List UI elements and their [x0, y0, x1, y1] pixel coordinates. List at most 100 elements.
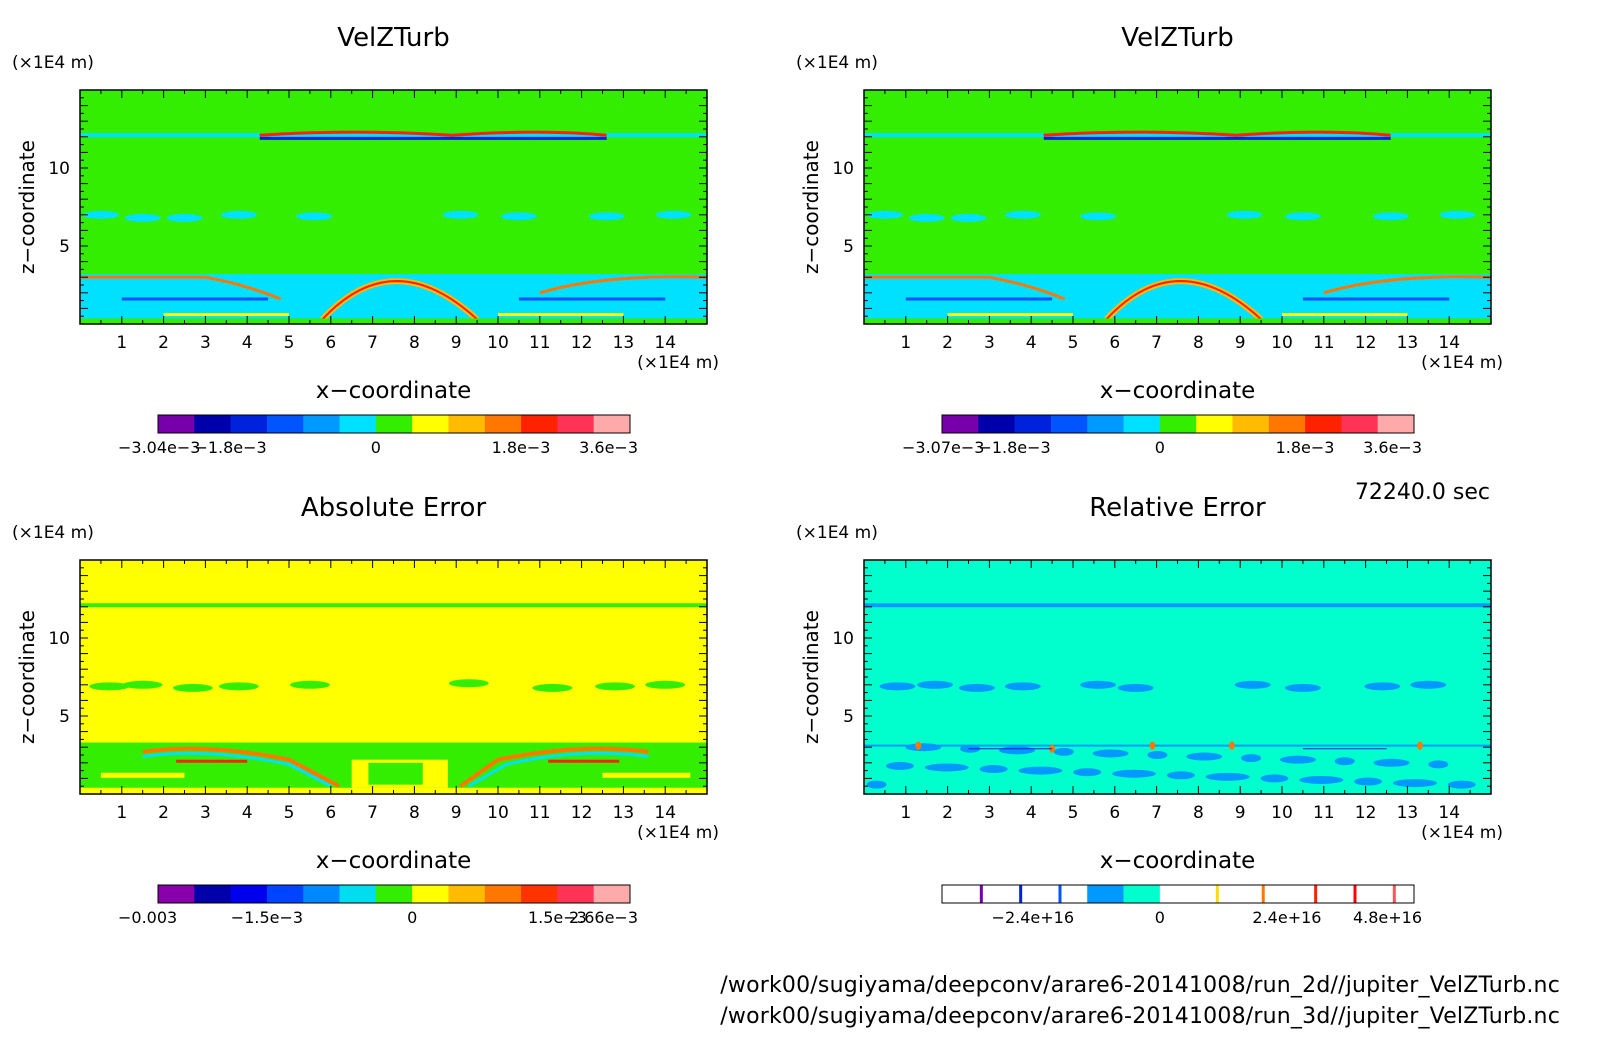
time-label: 72240.0 sec — [1354, 480, 1490, 505]
colorbar-swatch — [1341, 415, 1379, 433]
colorbar-label: 1.8e−3 — [492, 438, 551, 457]
x-tick-label: 1 — [900, 333, 911, 353]
colorbar-swatch — [484, 415, 522, 433]
x-tick-label: 3 — [984, 803, 995, 823]
x-tick-label: 1 — [900, 803, 911, 823]
colorbar-label: −3.04e−3 — [118, 438, 200, 457]
colorbar-swatch — [158, 885, 195, 903]
colorbar-swatch — [1087, 885, 1125, 903]
x-tick-label: 1 — [116, 803, 127, 823]
x-tick-label: 5 — [1068, 803, 1079, 823]
colorbar-swatch — [339, 885, 377, 903]
colorbar-swatch — [266, 415, 304, 433]
y-tick-label: 10 — [832, 159, 854, 179]
colorbar — [941, 414, 1415, 434]
x-tick-label: 6 — [1109, 803, 1120, 823]
colorbar-label: −1.8e−3 — [194, 438, 266, 457]
x-tick-label: 7 — [1151, 803, 1162, 823]
x-tick-label: 7 — [367, 803, 378, 823]
x-tick-label: 11 — [529, 333, 551, 353]
colorbar-label: 0 — [371, 438, 381, 457]
y-axis-label: z−coordinate — [799, 140, 823, 274]
x-tick-label: 13 — [1397, 333, 1419, 353]
colorbar-swatch — [1232, 415, 1270, 433]
x-tick-label: 13 — [1397, 803, 1419, 823]
colorbar-swatch — [1305, 415, 1342, 433]
colorbar-swatch — [375, 415, 413, 433]
x-tick-label: 10 — [487, 803, 509, 823]
y-tick-label: 5 — [59, 707, 70, 727]
colorbar-swatch — [1014, 415, 1052, 433]
x-tick-label: 11 — [529, 803, 551, 823]
panel-3 — [79, 559, 708, 795]
y-axis-label: z−coordinate — [799, 610, 823, 744]
colorbar-swatch — [942, 885, 979, 903]
colorbar-label: −1.5e−3 — [231, 908, 303, 927]
colorbar-label: 4.8e+16 — [1353, 908, 1422, 927]
x-axis-label: x−coordinate — [316, 848, 472, 874]
x-tick-label: 2 — [158, 333, 169, 353]
colorbar-swatch — [230, 885, 268, 903]
x-tick-label: 13 — [613, 803, 635, 823]
colorbar-swatch — [448, 415, 486, 433]
colorbar-frame — [157, 414, 631, 434]
colorbar-swatch — [1196, 415, 1233, 433]
colorbar-frame — [941, 884, 1415, 904]
colorbar-swatch — [194, 415, 232, 433]
colorbar-swatch — [1050, 415, 1088, 433]
colorbar-swatch — [1268, 885, 1306, 903]
colorbar-swatch — [557, 885, 595, 903]
y-axis-unit: (×1E4 m) — [12, 53, 94, 73]
x-tick-label: 5 — [1068, 333, 1079, 353]
x-axis-label: x−coordinate — [1100, 378, 1256, 404]
x-tick-label: 3 — [200, 333, 211, 353]
colorbar-swatch — [194, 885, 232, 903]
colorbar-swatch — [303, 415, 341, 433]
panel-2 — [863, 89, 1492, 325]
colorbar-swatch — [1123, 885, 1161, 903]
file-path-3d: /work00/sugiyama/deepconv/arare6-2014100… — [720, 1004, 1560, 1029]
x-tick-label: 4 — [242, 803, 253, 823]
x-tick-label: 7 — [1151, 333, 1162, 353]
colorbar-swatch — [412, 885, 449, 903]
x-tick-label: 6 — [325, 333, 336, 353]
colorbar-swatch — [1159, 415, 1197, 433]
colorbar-swatch — [1341, 885, 1379, 903]
colorbar-label: 0 — [407, 908, 417, 927]
colorbar-label: −1.8e−3 — [978, 438, 1050, 457]
x-tick-label: 5 — [284, 333, 295, 353]
y-axis-unit: (×1E4 m) — [12, 523, 94, 543]
x-tick-label: 2 — [942, 803, 953, 823]
colorbar-swatch — [1014, 885, 1052, 903]
x-tick-label: 2 — [942, 333, 953, 353]
x-tick-label: 11 — [1313, 803, 1335, 823]
colorbar — [157, 884, 631, 904]
x-tick-label: 12 — [1355, 333, 1377, 353]
x-tick-label: 8 — [1193, 803, 1204, 823]
colorbar-swatch — [303, 885, 341, 903]
colorbar-label: 0 — [1155, 438, 1165, 457]
panel-4 — [863, 559, 1492, 795]
x-tick-label: 14 — [654, 803, 676, 823]
colorbar-swatch — [1377, 885, 1415, 903]
x-axis-label: x−coordinate — [1100, 848, 1256, 874]
colorbar-label: 2.66e−3 — [569, 908, 638, 927]
x-tick-label: 1 — [116, 333, 127, 353]
colorbar-swatch — [339, 415, 377, 433]
colorbar-swatch — [1196, 885, 1233, 903]
x-tick-label: 9 — [451, 803, 462, 823]
colorbar — [941, 884, 1415, 904]
x-tick-label: 12 — [571, 333, 593, 353]
colorbar-swatch — [521, 885, 558, 903]
colorbar-swatch — [1377, 415, 1415, 433]
colorbar-label: 1.8e−3 — [1276, 438, 1335, 457]
x-tick-label: 14 — [654, 333, 676, 353]
colorbar-swatch — [412, 415, 449, 433]
colorbar-swatch — [978, 885, 1016, 903]
chart-title: VelZTurb — [1121, 23, 1233, 53]
colorbar-swatch — [1232, 885, 1270, 903]
x-tick-label: 8 — [409, 333, 420, 353]
y-tick-label: 10 — [48, 159, 70, 179]
x-axis-unit: (×1E4 m) — [637, 823, 719, 843]
